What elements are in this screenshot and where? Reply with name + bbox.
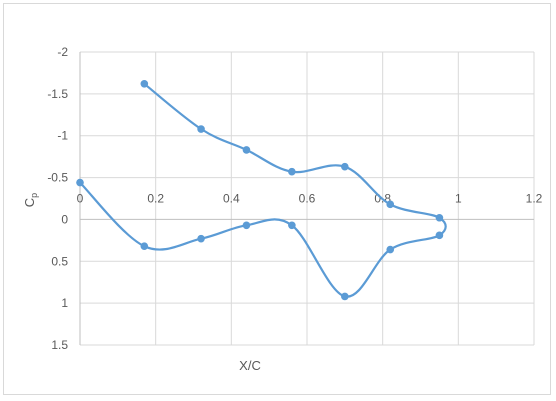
data-point: [140, 80, 149, 88]
gridlines: [80, 51, 535, 346]
data-point: [197, 125, 205, 133]
y-tick-label: -1: [57, 129, 68, 143]
x-axis-title: X/C: [239, 358, 261, 373]
data-point: [435, 213, 444, 222]
data-point: [242, 221, 251, 230]
tick-labels: 0 0.2 0.4 0.6 0.8 1 1.2-2-1.5-1-0.500.511.5: [47, 45, 542, 352]
data-point: [435, 231, 444, 240]
y-tick-label: 0: [61, 212, 68, 226]
data-point: [341, 162, 349, 171]
data-point: [341, 292, 349, 301]
series-group: [76, 80, 447, 301]
x-tick-label: 0.4: [223, 191, 240, 205]
x-tick-label: 1.2: [526, 191, 543, 205]
x-tick-label: 1: [455, 191, 462, 205]
data-point: [386, 245, 395, 254]
y-tick-label: -0.5: [47, 171, 68, 185]
y-axis-title: Cp: [22, 193, 39, 207]
y-tick-label: -1.5: [47, 87, 68, 101]
x-tick-label: 0.6: [299, 191, 316, 205]
data-point: [197, 234, 205, 243]
series-line: [79, 82, 447, 298]
x-tick-label: 0.2: [147, 191, 164, 205]
data-point: [386, 200, 395, 209]
y-axis-title-sub: p: [29, 193, 39, 198]
x-tick-label: 0: [77, 191, 84, 205]
y-tick-label: 1: [61, 296, 68, 310]
data-point: [288, 167, 296, 176]
y-tick-label: 0.5: [51, 254, 68, 268]
data-point: [242, 146, 251, 154]
y-tick-label: 1.5: [51, 338, 68, 352]
data-point: [76, 178, 84, 187]
y-axis-title-main: C: [22, 198, 37, 207]
data-point: [140, 242, 149, 251]
y-tick-label: -2: [57, 45, 68, 59]
axes: [79, 52, 534, 345]
data-point: [288, 221, 296, 230]
